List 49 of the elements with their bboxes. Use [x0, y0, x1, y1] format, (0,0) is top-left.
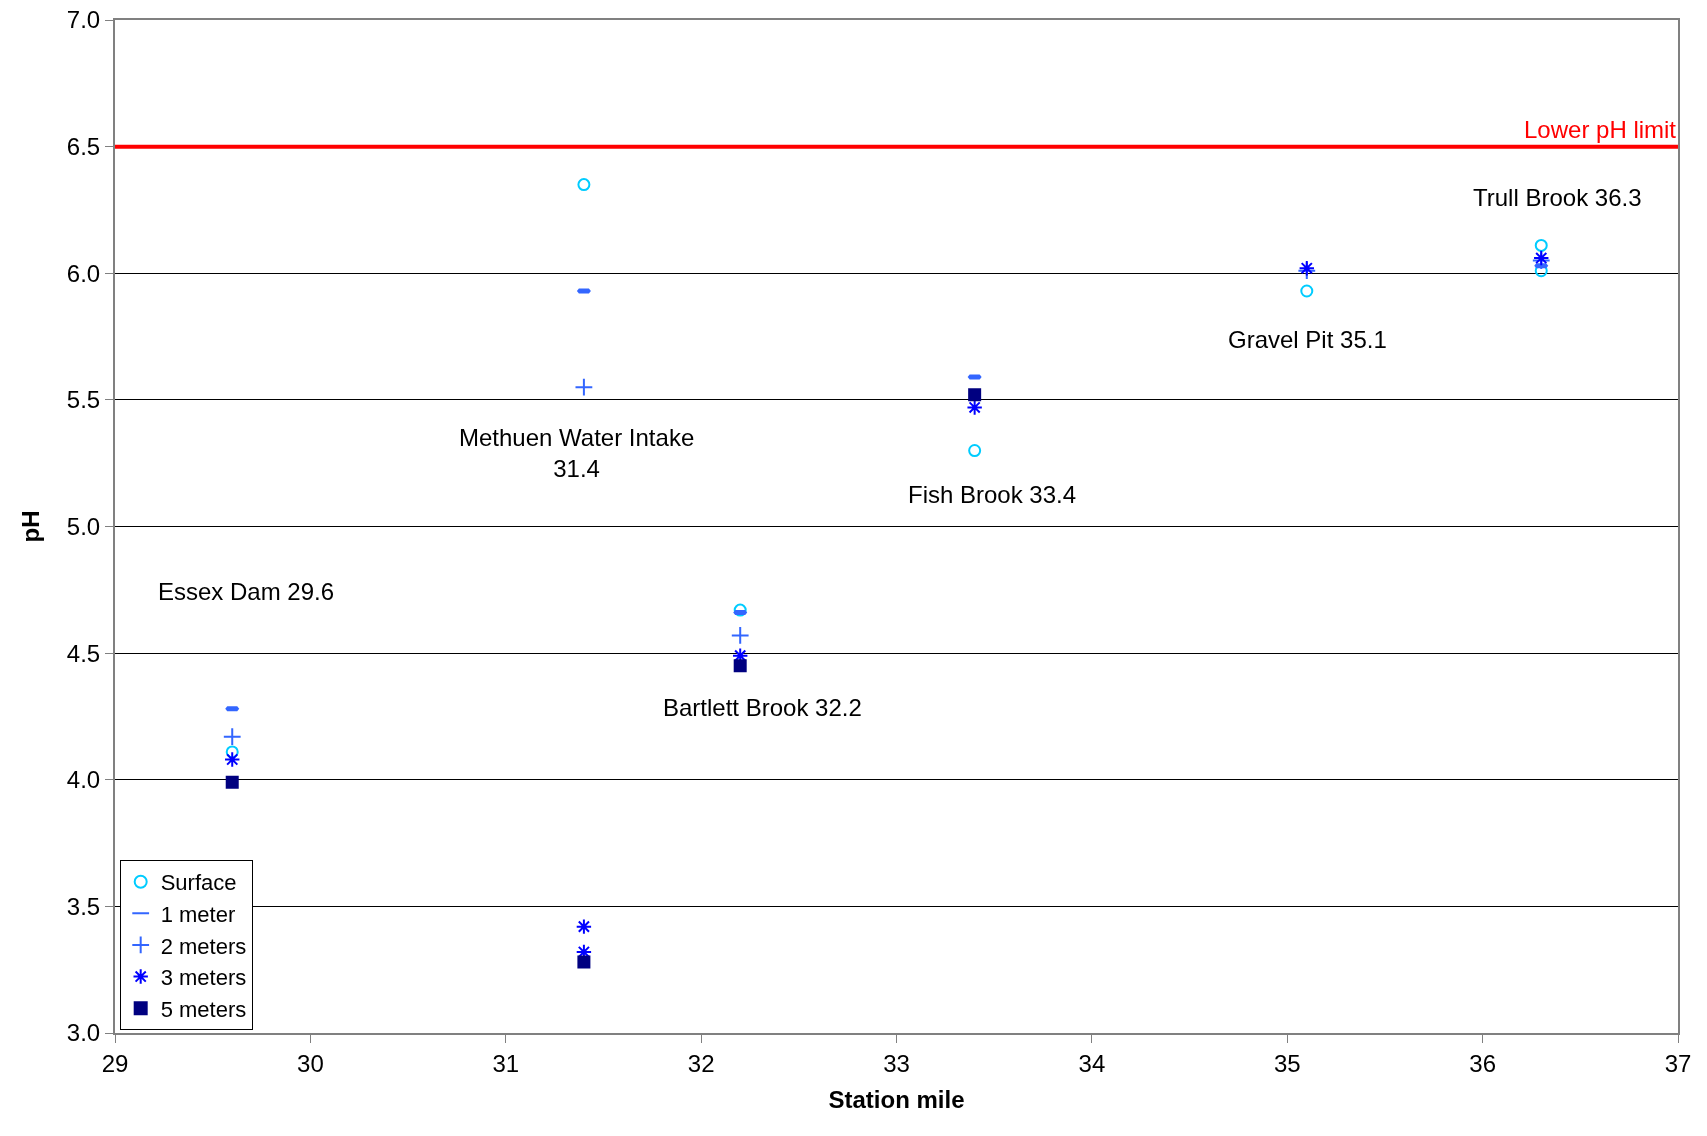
y-tick-label: 5.0	[66, 512, 101, 540]
legend-label: 1 meter	[160, 901, 236, 927]
x-tick-label: 29	[101, 1049, 129, 1077]
ref-line-label: Lower pH limit	[1524, 116, 1677, 143]
y-tick-label: 6.0	[66, 259, 101, 287]
point	[1534, 238, 1548, 252]
point	[577, 178, 591, 192]
point	[225, 745, 239, 759]
annotation: Methuen Water Intake 31.4	[459, 424, 695, 483]
point	[1300, 284, 1314, 298]
x-tick-label: 33	[883, 1049, 910, 1077]
y-tick-label: 3.5	[66, 892, 101, 920]
point	[733, 603, 747, 617]
point	[577, 955, 591, 969]
legend-label: 5 meters	[160, 996, 247, 1022]
point	[733, 659, 747, 673]
point	[730, 626, 750, 645]
x-tick-label: 35	[1273, 1049, 1301, 1077]
legend-label: Surface	[160, 870, 237, 896]
point	[966, 399, 983, 416]
y-axis-title: pH	[17, 510, 45, 543]
point	[968, 388, 982, 402]
x-tick-label: 31	[492, 1049, 520, 1077]
point	[575, 918, 593, 935]
y-tick-label: 4.0	[66, 766, 101, 794]
legend-label: 3 meters	[160, 965, 247, 991]
y-tick-label: 4.5	[66, 639, 101, 667]
annotation: Trull Brook 36.3	[1473, 184, 1642, 211]
x-axis-title: Station mile	[828, 1085, 965, 1113]
legend-label: 2 meters	[160, 933, 247, 959]
y-tick-label: 5.5	[66, 386, 101, 414]
x-tick-label: 34	[1078, 1049, 1106, 1077]
annotation: Fish Brook 33.4	[908, 481, 1077, 508]
x-tick-label: 36	[1469, 1049, 1496, 1077]
y-tick-label: 3.0	[66, 1019, 101, 1047]
point	[224, 751, 241, 768]
x-tick-label: 37	[1664, 1049, 1692, 1077]
annotation: Essex Dam 29.6	[158, 578, 335, 605]
point	[222, 727, 242, 747]
point	[968, 444, 982, 458]
y-tick-label: 7.0	[66, 6, 101, 34]
point	[225, 775, 239, 789]
x-tick-label: 32	[687, 1049, 715, 1077]
annotation: Gravel Pit 35.1	[1228, 326, 1387, 353]
point	[1298, 259, 1315, 277]
x-tick-label: 30	[297, 1049, 324, 1077]
point	[574, 377, 594, 397]
annotation: Bartlett Brook 32.2	[663, 694, 862, 721]
y-tick-label: 6.5	[66, 133, 101, 161]
